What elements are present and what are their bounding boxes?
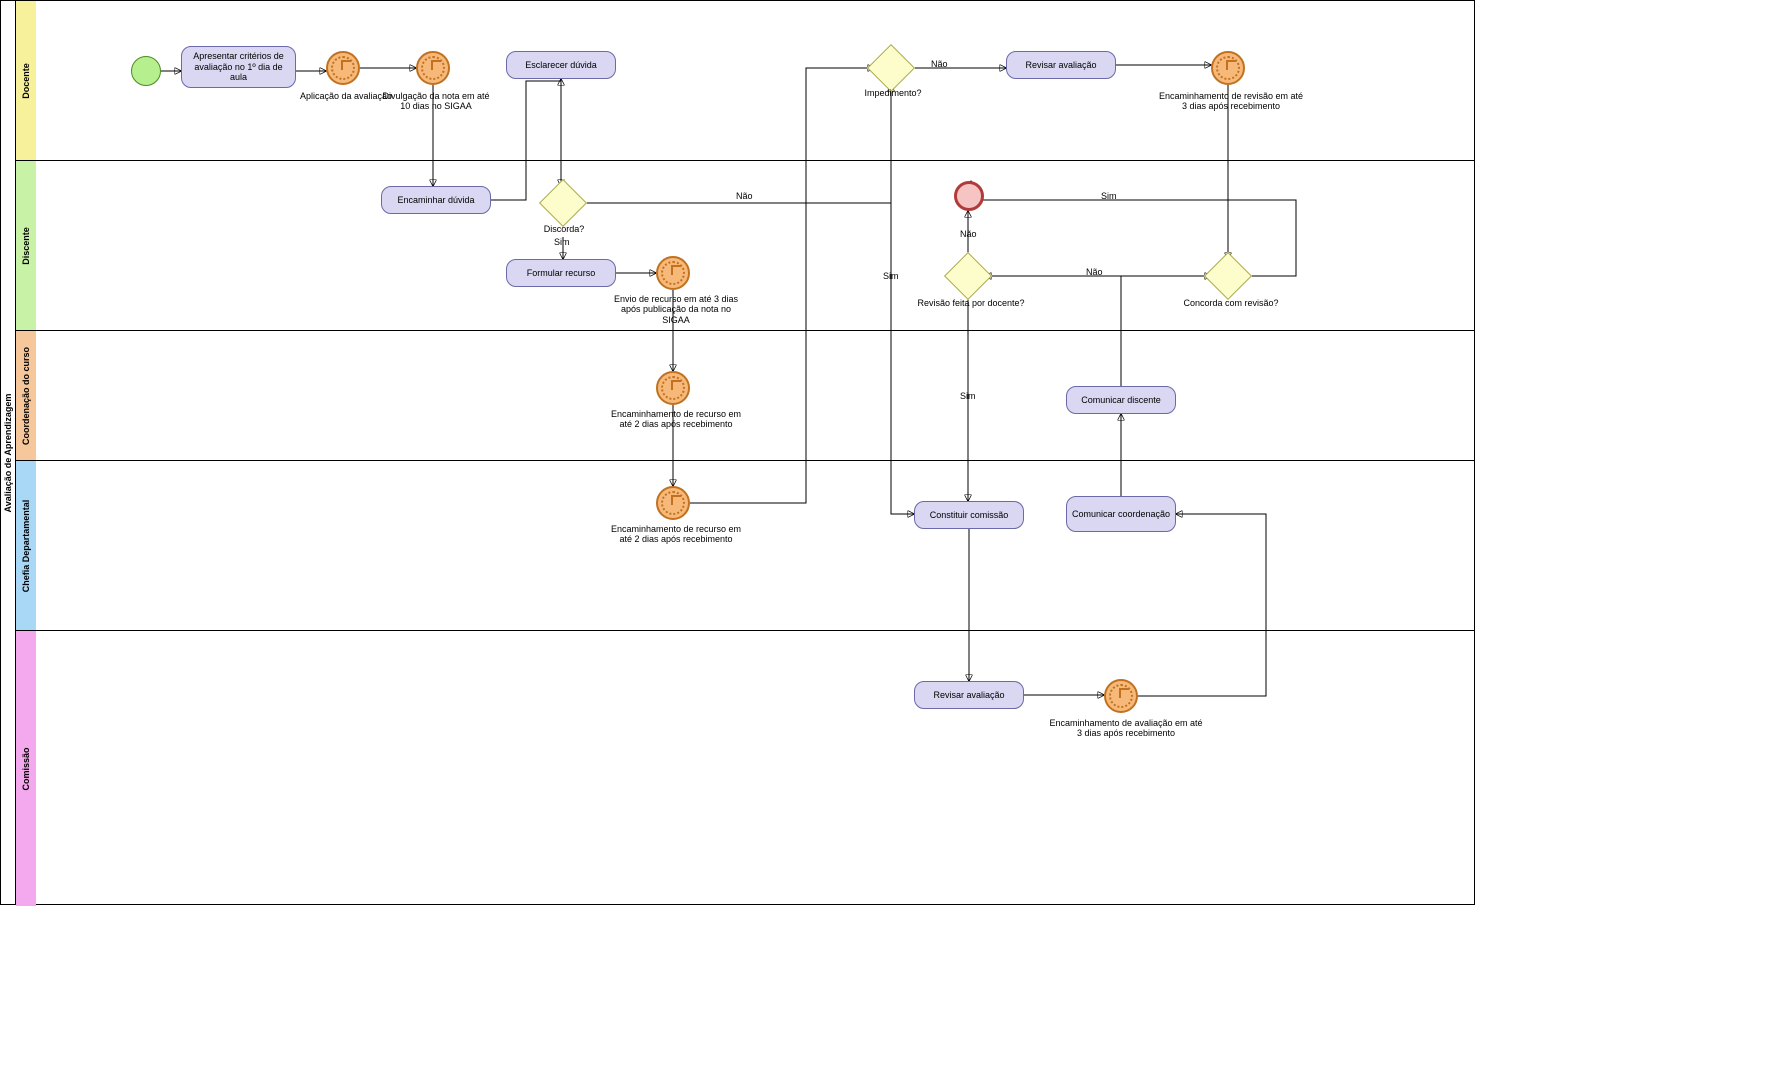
task-t_form: Formular recurso: [506, 259, 616, 287]
lane-body-l4: [36, 631, 1474, 906]
timer-tm_revcom: [1104, 679, 1138, 713]
lane-header-l0: Docente: [16, 1, 36, 161]
label-tm_chef: Encaminhamento de recurso em até 2 dias …: [606, 524, 746, 545]
edge-label-sim_imp: Sim: [883, 271, 899, 281]
lane-header-label: Coordenação do curso: [21, 346, 31, 444]
start-event: [131, 56, 161, 86]
end-event: [954, 181, 984, 211]
task-t_crit: Apresentar critérios de avaliação no 1º …: [181, 46, 296, 88]
edge-label-nao_imp: Não: [931, 59, 948, 69]
task-t_comdisc: Comunicar discente: [1066, 386, 1176, 414]
label-tm_revdoc: Encaminhamento de revisão em até 3 dias …: [1156, 91, 1306, 112]
lane-header-l3: Chefia Departamental: [16, 461, 36, 631]
label-tm_coord: Encaminhamento de recurso em até 2 dias …: [606, 409, 746, 430]
label-tm_div: Divulgação da nota em até 10 dias no SIG…: [381, 91, 491, 112]
pool-title-text: Avaliação de Aprendizagem: [3, 393, 13, 512]
bpmn-diagram: Avaliação de Aprendizagem Docente Discent…: [0, 0, 1475, 905]
task-t_revcom: Revisar avaliação: [914, 681, 1024, 709]
timer-tm_div: [416, 51, 450, 85]
lane-headers: Docente Discente Coordenação do curso Chefi…: [16, 1, 36, 904]
edge-label-nao_revq: Não: [960, 229, 977, 239]
task-t_escl: Esclarecer dúvida: [506, 51, 616, 79]
task-t_comcoord: Comunicar coordenação: [1066, 496, 1176, 532]
label-g_disc: Discorda?: [534, 224, 594, 234]
lane-header-label: Chefia Departamental: [21, 499, 31, 592]
lane-header-l1: Discente: [16, 161, 36, 331]
timer-tm_aplic: [326, 51, 360, 85]
timer-tm_coord: [656, 371, 690, 405]
label-g_conc: Concorda com revisão?: [1176, 298, 1286, 308]
label-g_imp: Impedimento?: [856, 88, 930, 98]
lane-header-l2: Coordenação do curso: [16, 331, 36, 461]
lane-body-l2: [36, 331, 1474, 461]
edge-label-sim_conc: Sim: [1101, 191, 1117, 201]
timer-tm_chef: [656, 486, 690, 520]
lane-header-label: Comissão: [21, 747, 31, 790]
lane-body-l3: [36, 461, 1474, 631]
pool-title: Avaliação de Aprendizagem: [1, 1, 16, 904]
task-t_revdoc: Revisar avaliação: [1006, 51, 1116, 79]
edge-label-nao1: Não: [736, 191, 753, 201]
timer-tm_revdoc: [1211, 51, 1245, 85]
task-t_encd: Encaminhar dúvida: [381, 186, 491, 214]
lane-header-l4: Comissão: [16, 631, 36, 906]
lane-header-label: Docente: [21, 63, 31, 99]
label-g_revq: Revisão feita por docente?: [916, 298, 1026, 308]
edge-label-sim1: Sim: [554, 237, 570, 247]
timer-tm_env: [656, 256, 690, 290]
edge-label-nao_conc: Não: [1086, 267, 1103, 277]
label-tm_env: Envio de recurso em até 3 dias após publ…: [606, 294, 746, 325]
label-tm_revcom: Encaminhamento de avaliação em até 3 dia…: [1046, 718, 1206, 739]
lane-header-label: Discente: [21, 227, 31, 265]
task-t_const: Constituir comissão: [914, 501, 1024, 529]
edge-label-sim_revq: Sim: [960, 391, 976, 401]
